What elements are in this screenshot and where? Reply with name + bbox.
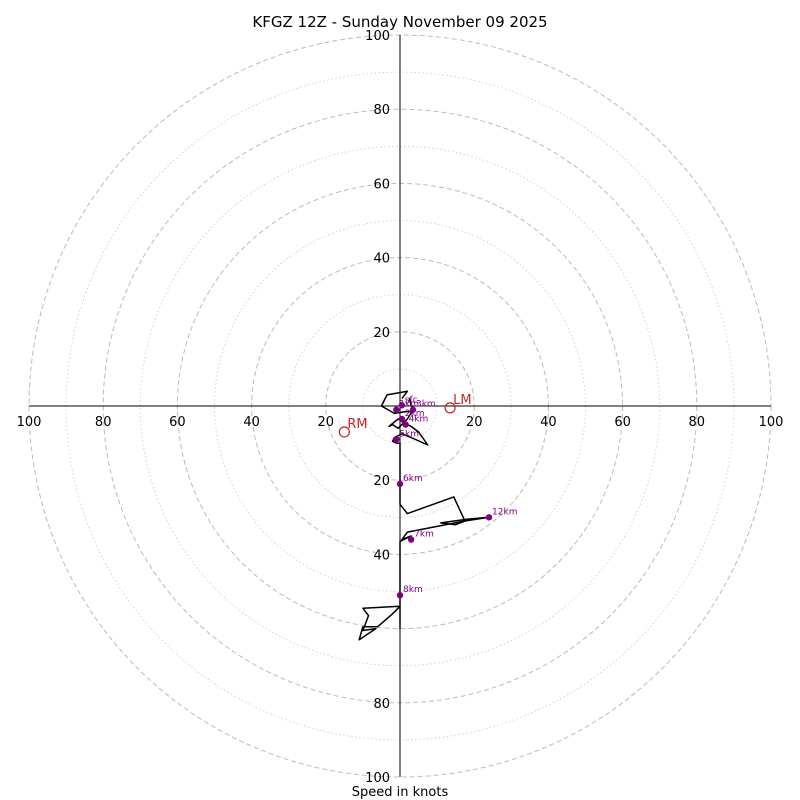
x-tick-label: 80 [95,415,112,430]
x-tick-label: 20 [318,415,335,430]
x-tick-label: 100 [759,415,784,430]
y-tick-label: 20 [373,326,390,341]
storm-motion-rm-marker [338,426,350,438]
storm-motion-rm-label: RM [347,417,367,432]
height-marker-sfc [398,402,406,409]
tick-labels: 100 80 60 40 20 20 40 60 80 100 100 80 60 40 20 20 40 80 1… [17,29,784,786]
chart-title: KFGZ 12Z - Sunday November 09 2025 [252,13,547,31]
y-tick-label: 40 [373,252,390,267]
x-tick-label: 40 [243,415,260,430]
x-tick-label: 80 [689,415,706,430]
x-axis-label: Speed in knots [352,785,449,800]
height-marker-1km [393,406,400,413]
y-tick-label: 20 [373,474,390,489]
height-label-7km: 7km [414,530,434,540]
storm-motion-markers: LM RM [338,393,472,438]
height-marker-3km [409,406,417,413]
height-label-6km: 6km [403,474,423,484]
height-label-5km: 5km [399,429,419,439]
x-tick-label: 60 [614,415,631,430]
y-tick-label: 80 [373,697,390,712]
storm-motion-lm-label: LM [453,393,471,408]
height-label-12km: 12km [492,507,517,517]
height-label-sfc: sfc [405,395,418,405]
x-tick-label: 100 [17,415,42,430]
x-tick-label: 60 [169,415,186,430]
height-label-2km: 2km [405,409,425,419]
y-tick-label: 100 [365,771,390,786]
height-label-4km: 4km [409,415,429,425]
height-marker-5km [393,436,400,443]
height-marker-8km [396,592,404,599]
height-marker-12km [485,514,493,521]
height-label-1km: 1km [399,400,419,410]
x-tick-label: 40 [540,415,557,430]
y-tick-label: 40 [373,548,390,563]
height-marker-2km [398,415,406,423]
height-marker-6km [396,480,404,488]
y-tick-label: 60 [373,177,390,192]
storm-motion-lm-marker [444,402,456,414]
y-tick-label: 80 [373,103,390,118]
x-tick-label: 20 [466,415,483,430]
height-marker-4km [402,421,409,428]
y-tick-label: 100 [365,29,390,44]
height-label-3km: 3km [416,400,436,410]
height-label-8km: 8km [403,585,423,595]
height-marker-7km [407,536,415,543]
